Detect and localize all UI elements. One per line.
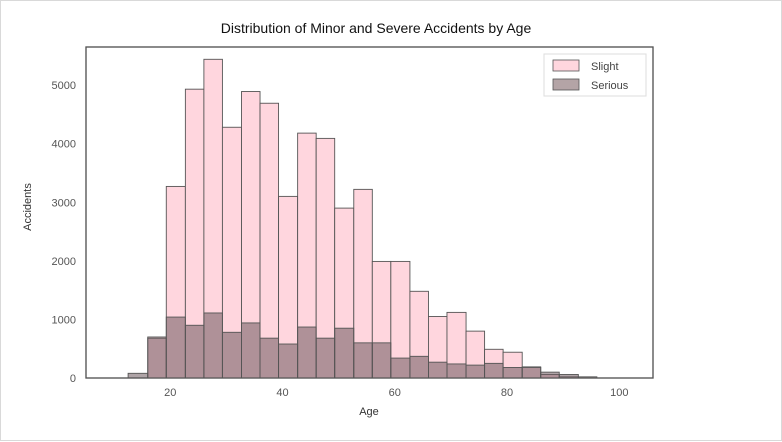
- serious-bar: [353, 342, 373, 379]
- y-tick-label: 1000: [52, 314, 76, 326]
- x-tick-label: 100: [610, 387, 628, 399]
- serious-bar: [297, 326, 317, 379]
- legend-label-slight: Slight: [591, 61, 619, 73]
- x-tick-label: 40: [276, 387, 288, 399]
- y-axis-label: Accidents: [22, 183, 34, 231]
- y-tick-label: 5000: [52, 80, 76, 92]
- y-tick-label: 2000: [52, 256, 76, 268]
- serious-bar: [390, 357, 411, 379]
- serious-bar: [502, 367, 523, 379]
- serious-bar: [334, 327, 355, 379]
- serious-bar: [165, 316, 186, 379]
- serious-bar: [203, 312, 223, 379]
- x-tick-label: 80: [501, 387, 513, 399]
- legend: Slight Serious: [543, 53, 647, 97]
- y-tick-label: 3000: [52, 197, 76, 209]
- serious-series: [127, 312, 598, 379]
- y-tick-label: 4000: [52, 139, 76, 151]
- serious-bar: [540, 371, 560, 379]
- y-tick-label: 0: [70, 373, 76, 385]
- x-axis-label: Age: [359, 406, 379, 418]
- serious-bar: [278, 343, 299, 379]
- serious-bar: [127, 372, 149, 379]
- serious-bar: [484, 362, 504, 379]
- serious-bar: [409, 355, 429, 379]
- x-tick-label: 20: [164, 387, 176, 399]
- serious-bar: [446, 363, 467, 379]
- serious-bar: [521, 367, 542, 379]
- slight-bar: [259, 102, 280, 379]
- x-tick-label: 60: [389, 387, 401, 399]
- serious-bar: [428, 361, 448, 379]
- serious-bar: [221, 331, 242, 379]
- legend-label-serious: Serious: [591, 80, 629, 92]
- serious-bar: [147, 337, 167, 379]
- x-axis-ticks: 20 40 60 80 100: [164, 387, 628, 399]
- plot-border: [85, 46, 654, 379]
- serious-bar: [184, 324, 205, 379]
- chart-title: Distribution of Minor and Severe Acciden…: [221, 20, 532, 36]
- legend-swatch-slight: [552, 59, 580, 72]
- serious-bar: [259, 337, 280, 379]
- serious-bar: [241, 322, 261, 379]
- serious-bar: [465, 364, 486, 379]
- y-axis-ticks: 0 1000 2000 3000 4000 5000: [52, 80, 76, 385]
- slight-series: [147, 58, 579, 379]
- legend-swatch-serious: [552, 78, 580, 91]
- serious-bar: [371, 342, 392, 379]
- serious-bar: [315, 337, 336, 379]
